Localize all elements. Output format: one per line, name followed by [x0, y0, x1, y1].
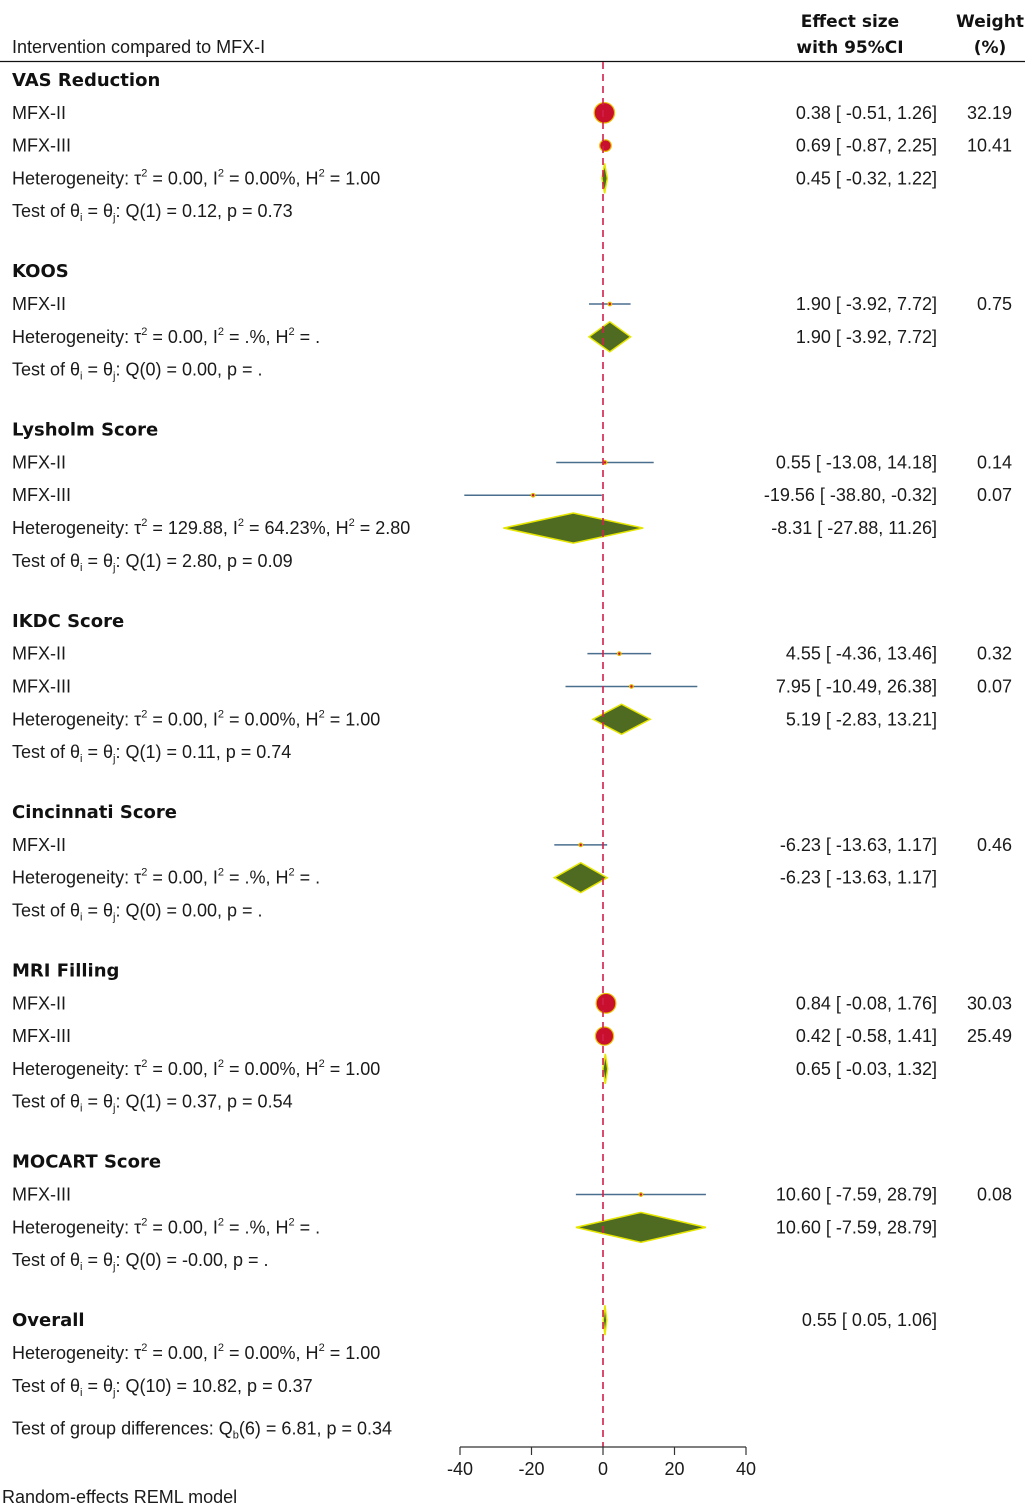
group-2-summary-diamond [503, 512, 644, 544]
group-2-study-0-effect: 0.55 [ -13.08, 14.18] [776, 452, 937, 472]
group-5-study-1-label: MFX-III [12, 1026, 71, 1046]
group-5-title: MRI Filling [12, 961, 119, 982]
group-4-summary-effect: -6.23 [ -13.63, 1.17] [780, 868, 937, 888]
group-4-heterogeneity: Heterogeneity: τ2 = 0.00, I2 = .%, H2 = … [12, 867, 320, 888]
x-tick-label--20: -20 [518, 1459, 544, 1479]
group-3-summary-diamond [591, 703, 652, 736]
group-5-study-0-effect: 0.84 [ -0.08, 1.76] [796, 993, 937, 1013]
group-0-study-1-effect: 0.69 [ -0.87, 2.25] [796, 136, 937, 156]
group-6-study-0-label: MFX-III [12, 1185, 71, 1205]
group-2-study-1-effect: -19.56 [ -38.80, -0.32] [764, 485, 937, 505]
group-2-test: Test of θi = θj: Q(1) = 2.80, p = 0.09 [12, 551, 293, 574]
x-tick-label--40: -40 [447, 1459, 473, 1479]
group-0-study-0-label: MFX-II [12, 103, 66, 123]
group-0-title: VAS Reduction [12, 70, 160, 91]
group-5-study-0-label: MFX-II [12, 993, 66, 1013]
group-1-summary-effect: 1.90 [ -3.92, 7.72] [796, 327, 937, 347]
group-2-summary-effect: -8.31 [ -27.88, 11.26] [771, 518, 937, 538]
group-0-study-1-marker [599, 139, 612, 153]
model-footer-label: Random-effects REML model [2, 1487, 237, 1507]
group-1-study-0-weight: 0.75 [977, 294, 1012, 314]
group-6-study-0-marker [638, 1192, 644, 1197]
group-0-heterogeneity: Heterogeneity: τ2 = 0.00, I2 = 0.00%, H2… [12, 167, 380, 188]
overall-heterogeneity: Heterogeneity: τ2 = 0.00, I2 = 0.00%, H2… [12, 1342, 380, 1363]
header-ci-label: with 95%CI [796, 38, 903, 58]
group-1-study-0-effect: 1.90 [ -3.92, 7.72] [796, 294, 937, 314]
group-3-heterogeneity: Heterogeneity: τ2 = 0.00, I2 = 0.00%, H2… [12, 708, 380, 729]
group-3-study-0-label: MFX-II [12, 644, 66, 664]
group-3-study-0-weight: 0.32 [977, 644, 1012, 664]
group-0-study-1-weight: 10.41 [967, 136, 1012, 156]
header-intervention-label: Intervention compared to MFX-I [12, 37, 265, 57]
group-1-title: KOOS [12, 261, 69, 282]
group-4-study-0-label: MFX-II [12, 835, 66, 855]
group-4-summary-diamond [552, 861, 609, 894]
x-tick-label-40: 40 [736, 1459, 756, 1479]
overall-title: Overall [12, 1310, 85, 1331]
group-0-summary-effect: 0.45 [ -0.32, 1.22] [796, 168, 937, 188]
overall-diamond [602, 1305, 608, 1336]
group-3-study-1-weight: 0.07 [977, 676, 1012, 696]
group-5-summary-diamond [602, 1053, 609, 1085]
x-tick-label-0: 0 [598, 1459, 608, 1479]
group-5-heterogeneity: Heterogeneity: τ2 = 0.00, I2 = 0.00%, H2… [12, 1058, 380, 1079]
group-4-test: Test of θi = θj: Q(0) = 0.00, p = . [12, 900, 263, 923]
group-3-summary-effect: 5.19 [ -2.83, 13.21] [786, 709, 937, 729]
group-4-study-0-effect: -6.23 [ -13.63, 1.17] [780, 835, 937, 855]
group-3-study-1-marker [629, 684, 634, 689]
group-1-test: Test of θi = θj: Q(0) = 0.00, p = . [12, 360, 263, 383]
group-2-title: Lysholm Score [12, 420, 158, 441]
group-0-study-0-weight: 32.19 [967, 103, 1012, 123]
group-4-title: Cincinnati Score [12, 802, 177, 823]
group-5-study-0-marker [595, 992, 617, 1014]
x-tick-label-20: 20 [664, 1459, 684, 1479]
group-1-study-0-marker [607, 301, 613, 307]
header-weight-label: Weight [956, 12, 1024, 32]
group-1-heterogeneity: Heterogeneity: τ2 = 0.00, I2 = .%, H2 = … [12, 326, 320, 347]
group-6-test: Test of θi = θj: Q(0) = -0.00, p = . [12, 1250, 269, 1273]
group-2-study-0-weight: 0.14 [977, 452, 1012, 472]
group-5-study-1-effect: 0.42 [ -0.58, 1.41] [796, 1026, 937, 1046]
group-6-study-0-weight: 0.08 [977, 1185, 1012, 1205]
group-2-study-1-label: MFX-III [12, 485, 71, 505]
group-5-study-1-marker [594, 1026, 615, 1046]
group-1-study-0-label: MFX-II [12, 294, 66, 314]
overall-effect: 0.55 [ 0.05, 1.06] [802, 1310, 937, 1330]
group-4-study-0-marker [578, 842, 584, 848]
group-3-title: IKDC Score [12, 611, 124, 632]
group-2-heterogeneity: Heterogeneity: τ2 = 129.88, I2 = 64.23%,… [12, 517, 410, 538]
group-6-study-0-effect: 10.60 [ -7.59, 28.79] [776, 1185, 937, 1205]
group-0-study-0-marker [593, 101, 616, 124]
group-4-study-0-weight: 0.46 [977, 835, 1012, 855]
group-0-study-1-label: MFX-III [12, 136, 71, 156]
header-effect-size-label: Effect size [801, 12, 899, 32]
group-2-study-1-weight: 0.07 [977, 485, 1012, 505]
group-2-study-0-label: MFX-II [12, 452, 66, 472]
group-0-study-0-effect: 0.38 [ -0.51, 1.26] [796, 103, 937, 123]
group-3-study-1-label: MFX-III [12, 676, 71, 696]
group-1-summary-diamond [587, 320, 632, 353]
group-5-test: Test of θi = θj: Q(1) = 0.37, p = 0.54 [12, 1092, 293, 1115]
group-5-study-1-weight: 25.49 [967, 1026, 1012, 1046]
group-6-summary-diamond [575, 1211, 707, 1244]
group-3-study-0-effect: 4.55 [ -4.36, 13.46] [786, 644, 937, 664]
group-0-test: Test of θi = θj: Q(1) = 0.12, p = 0.73 [12, 201, 293, 224]
group-3-study-1-effect: 7.95 [ -10.49, 26.38] [776, 676, 937, 696]
group-3-test: Test of θi = θj: Q(1) = 0.11, p = 0.74 [12, 742, 291, 765]
group-6-title: MOCART Score [12, 1152, 161, 1173]
group-2-study-1-marker [530, 492, 536, 498]
group-3-study-0-marker [616, 651, 622, 657]
group-6-heterogeneity: Heterogeneity: τ2 = 0.00, I2 = .%, H2 = … [12, 1216, 320, 1237]
group-6-summary-effect: 10.60 [ -7.59, 28.79] [776, 1217, 937, 1237]
header-weight-unit: (%) [974, 38, 1007, 58]
overall-test: Test of θi = θj: Q(10) = 10.82, p = 0.37 [12, 1376, 313, 1399]
group-5-summary-effect: 0.65 [ -0.03, 1.32] [796, 1059, 937, 1079]
group-differences-test: Test of group differences: Qb(6) = 6.81,… [12, 1418, 392, 1441]
group-5-study-0-weight: 30.03 [967, 993, 1012, 1013]
